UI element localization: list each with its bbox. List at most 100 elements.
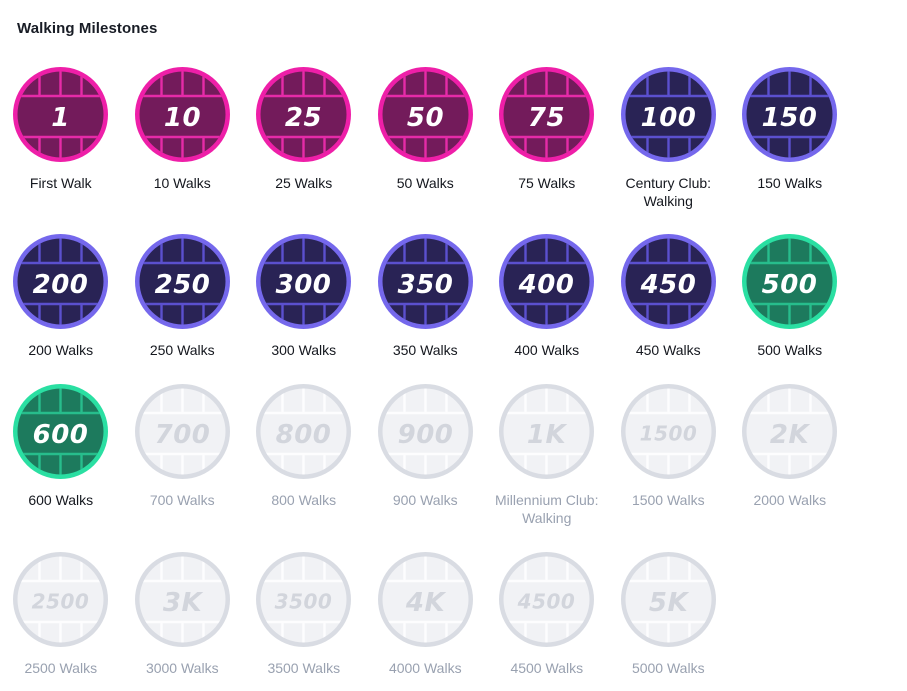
- milestone-badge-item[interactable]: 1500 1500 Walks: [620, 384, 716, 509]
- milestone-label: 75 Walks: [518, 175, 576, 191]
- milestone-badge-item[interactable]: 450 450 Walks: [620, 234, 716, 359]
- milestone-label: 3000 Walks: [145, 660, 219, 676]
- milestone-badge-item[interactable]: 10 10 Walks: [134, 67, 230, 192]
- walking-badge-icon: 300: [256, 234, 352, 329]
- badge-number: 1: [51, 103, 70, 133]
- walking-badge-icon: 900: [377, 384, 473, 479]
- milestone-badge-item[interactable]: 2500 2500 Walks: [13, 552, 109, 677]
- walking-badge-icon: 800: [256, 384, 352, 479]
- milestones-grid: 1 First Walk 10 10 Walks: [0, 67, 907, 677]
- milestone-label: 5000 Walks: [631, 660, 705, 676]
- badge-number: 900: [397, 420, 453, 450]
- badge-number: 75: [528, 103, 565, 133]
- badge-number: 700: [154, 420, 210, 450]
- walking-badge-icon: 10: [134, 67, 230, 162]
- badge-number: 4K: [405, 588, 447, 618]
- milestone-badge-item[interactable]: 350 350 Walks: [377, 234, 473, 359]
- page-title: Walking Milestones: [17, 20, 158, 37]
- badge-number: 2500: [32, 590, 90, 614]
- milestone-label: 250 Walks: [149, 342, 215, 358]
- milestone-label: 1500 Walks: [631, 492, 705, 508]
- milestone-badge-item[interactable]: 400 400 Walks: [499, 234, 595, 359]
- badge-number: 1500: [639, 422, 697, 446]
- badge-number: 450: [639, 270, 696, 300]
- milestone-label: 4500 Walks: [510, 660, 584, 676]
- milestone-label: 10 Walks: [153, 175, 211, 191]
- milestone-label: 200 Walks: [28, 342, 94, 358]
- milestone-badge-item[interactable]: 700 700 Walks: [134, 384, 230, 509]
- milestone-label: 800 Walks: [271, 492, 337, 508]
- milestone-label: 2000 Walks: [753, 492, 827, 508]
- walking-badge-icon: 100: [620, 67, 716, 162]
- milestone-badge-item[interactable]: 3500 3500 Walks: [256, 552, 352, 677]
- badge-number: 250: [154, 270, 210, 300]
- badge-number: 4500: [517, 590, 576, 614]
- milestone-badge-item[interactable]: 4500 4500 Walks: [499, 552, 595, 677]
- badge-number: 100: [640, 103, 696, 133]
- badge-number: 10: [164, 103, 201, 133]
- walking-badge-icon: 350: [377, 234, 473, 329]
- badge-number: 500: [762, 270, 818, 300]
- milestone-badge-item[interactable]: 800 800 Walks: [256, 384, 352, 509]
- milestone-badge-item[interactable]: 3K 3000 Walks: [134, 552, 230, 677]
- milestone-badge-item[interactable]: 1K Millennium Club: Walking: [491, 384, 603, 527]
- badge-number: 200: [33, 270, 89, 300]
- milestone-label: 700 Walks: [149, 492, 215, 508]
- walking-badge-icon: 450: [620, 234, 716, 329]
- badge-number: 2K: [770, 420, 811, 450]
- milestone-label: 50 Walks: [396, 175, 454, 191]
- milestone-label: 500 Walks: [757, 342, 823, 358]
- milestone-badge-item[interactable]: 5K 5000 Walks: [620, 552, 716, 677]
- walking-badge-icon: 4500: [499, 552, 595, 647]
- walking-badge-icon: 500: [742, 234, 838, 329]
- milestone-label: 900 Walks: [392, 492, 458, 508]
- walking-badge-icon: 3500: [256, 552, 352, 647]
- milestone-label: 350 Walks: [392, 342, 458, 358]
- milestone-label: 450 Walks: [635, 342, 701, 358]
- milestone-badge-item[interactable]: 500 500 Walks: [742, 234, 838, 359]
- badge-number: 50: [407, 103, 444, 133]
- milestone-label: 25 Walks: [275, 175, 333, 191]
- milestone-badge-item[interactable]: 50 50 Walks: [377, 67, 473, 192]
- milestone-badge-item[interactable]: 600 600 Walks: [13, 384, 109, 509]
- milestone-badge-item[interactable]: 300 300 Walks: [256, 234, 352, 359]
- badge-number: 3K: [163, 588, 204, 618]
- walking-badge-icon: 50: [377, 67, 473, 162]
- milestone-badge-item[interactable]: 2K 2000 Walks: [742, 384, 838, 509]
- badge-number: 1K: [527, 420, 568, 450]
- walking-badge-icon: 75: [499, 67, 595, 162]
- milestone-label: Century Club: Walking: [625, 175, 712, 209]
- milestone-badge-item[interactable]: 25 25 Walks: [256, 67, 352, 192]
- milestone-label: Millennium Club: Walking: [495, 492, 599, 526]
- milestone-badge-item[interactable]: 900 900 Walks: [377, 384, 473, 509]
- walking-badge-icon: 1K: [499, 384, 595, 479]
- milestone-badge-item[interactable]: 150 150 Walks: [742, 67, 838, 192]
- milestone-badge-item[interactable]: 100 Century Club: Walking: [612, 67, 724, 210]
- milestone-badge-item[interactable]: 4K 4000 Walks: [377, 552, 473, 677]
- walking-badge-icon: 1500: [620, 384, 716, 479]
- badge-number: 5K: [649, 588, 690, 618]
- walking-badge-icon: 2500: [13, 552, 109, 647]
- milestone-label: 150 Walks: [757, 175, 823, 191]
- badge-number: 150: [762, 103, 818, 133]
- walking-badge-icon: 3K: [134, 552, 230, 647]
- badge-number: 800: [276, 420, 332, 450]
- badge-brick-pattern: [139, 71, 226, 158]
- walking-badge-icon: 700: [134, 384, 230, 479]
- walking-badge-icon: 400: [499, 234, 595, 329]
- badge-number: 25: [285, 103, 322, 133]
- badge-number: 300: [276, 270, 332, 300]
- walking-badge-icon: 25: [256, 67, 352, 162]
- milestone-badge-item[interactable]: 1 First Walk: [13, 67, 109, 192]
- badge-number: 400: [518, 270, 575, 300]
- walking-badge-icon: 200: [13, 234, 109, 329]
- badge-number: 600: [33, 420, 89, 450]
- milestone-label: 400 Walks: [514, 342, 580, 358]
- milestone-badge-item[interactable]: 75 75 Walks: [499, 67, 595, 192]
- milestone-badge-item[interactable]: 200 200 Walks: [13, 234, 109, 359]
- badge-brick-pattern: [382, 388, 469, 475]
- milestone-label: 600 Walks: [28, 492, 94, 508]
- milestone-label: First Walk: [29, 175, 92, 191]
- milestone-badge-item[interactable]: 250 250 Walks: [134, 234, 230, 359]
- walking-badge-icon: 5K: [620, 552, 716, 647]
